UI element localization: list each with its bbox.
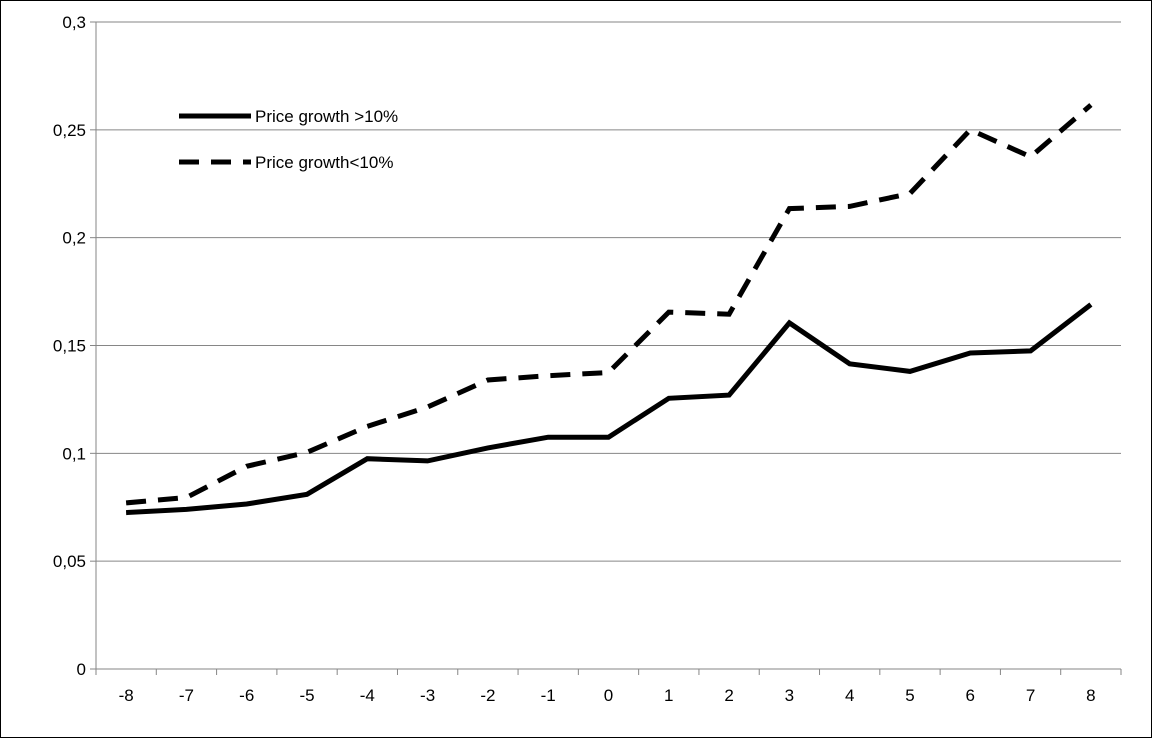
x-tick-label: -8 <box>119 686 134 705</box>
y-tick-label: 0,05 <box>53 552 86 571</box>
x-tick-label: -4 <box>360 686 375 705</box>
y-tick-label: 0,15 <box>53 337 86 356</box>
y-tick-label: 0,1 <box>62 444 86 463</box>
x-tick-label: -7 <box>179 686 194 705</box>
gridlines <box>96 21 1121 562</box>
x-tick-label: 1 <box>664 686 673 705</box>
x-tick-label: 8 <box>1086 686 1095 705</box>
x-tick-label: 4 <box>845 686 854 705</box>
x-tick-label: 5 <box>905 686 914 705</box>
y-tick-label: 0 <box>77 660 86 679</box>
x-tick-label: 0 <box>604 686 613 705</box>
legend-label-price-growth-above-10: Price growth >10% <box>255 107 398 126</box>
x-tick-label: 2 <box>724 686 733 705</box>
x-tick-label: -5 <box>299 686 314 705</box>
series-line-price-growth-above-10 <box>125 302 1093 516</box>
x-tick-label: -3 <box>420 686 435 705</box>
x-tick-label: -6 <box>239 686 254 705</box>
series-line-price-growth-below-10 <box>125 103 1093 506</box>
x-tick-label: 6 <box>966 686 975 705</box>
x-tick-label: -2 <box>480 686 495 705</box>
series-lines <box>125 103 1093 516</box>
legend-label-price-growth-below-10: Price growth<10% <box>255 153 393 172</box>
axes: 0 0,05 0,1 0,15 0,2 0,25 0,3 -8 -7 -6 -5 -4 -3 -2 -1 0 1… <box>53 13 1122 705</box>
legend: Price growth >10% Price growth<10% <box>179 107 398 172</box>
y-tick-label: 0,25 <box>53 121 86 140</box>
x-tick-label: 3 <box>785 686 794 705</box>
y-tick-label: 0,2 <box>62 229 86 248</box>
x-tick-label: -1 <box>541 686 556 705</box>
x-tick-label: 7 <box>1026 686 1035 705</box>
y-tick-label: 0,3 <box>62 13 86 32</box>
